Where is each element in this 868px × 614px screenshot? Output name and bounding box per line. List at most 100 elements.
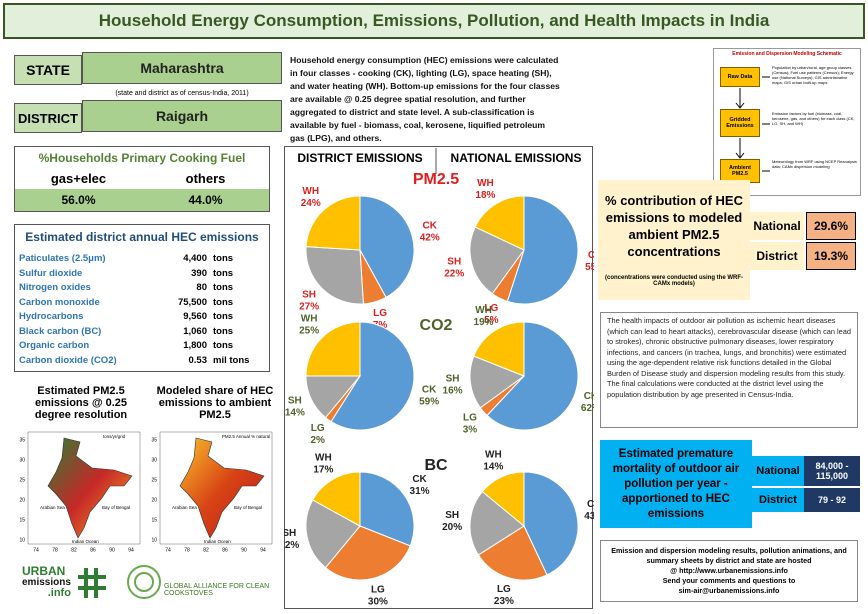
slice-category: CK — [588, 250, 594, 261]
map-x-tick: 86 — [222, 547, 228, 553]
schematic-note: Meteorology from WRF using NCEP Reanalys… — [772, 159, 857, 169]
pie-slice — [486, 321, 579, 431]
footer-line: sim-air@urbanemissions.info — [678, 586, 780, 595]
map-y-tick: 30 — [151, 457, 157, 463]
map-y-tick: 15 — [19, 517, 25, 523]
slice-label: 31% — [410, 486, 430, 497]
slice-category: LG — [463, 412, 477, 423]
schematic-note: Emission factors by fuel (biomass, coal,… — [772, 111, 855, 126]
slice-category: CK — [412, 474, 427, 485]
map-x-tick: 74 — [165, 547, 171, 553]
slice-label: 23% — [494, 596, 514, 607]
slice-category: SH — [284, 528, 296, 539]
map-unit: tons/yr/grid — [103, 434, 126, 439]
pie-slice — [305, 499, 361, 569]
pollutant: Carbon monoxide — [19, 296, 100, 308]
amount: 80 — [196, 282, 207, 293]
slice-category: SH — [446, 374, 460, 385]
district-label: DISTRICT — [14, 103, 82, 133]
pollutant: Carbon dioxide (CO2) — [19, 354, 117, 366]
emissions-table: Estimated district annual HEC emissions … — [14, 224, 270, 372]
unit: tons — [213, 282, 234, 293]
pie-slice — [305, 195, 361, 251]
pie-panel: DISTRICT EMISSIONS NATIONAL EMISSIONS PM… — [284, 146, 594, 609]
schematic-arrows — [735, 76, 770, 172]
schematic-title: Emission and Dispersion Modeling Schemat… — [732, 51, 842, 57]
row-value: 19.3% — [806, 242, 856, 270]
pie-slice — [473, 321, 525, 377]
map-x-tick: 82 — [71, 547, 77, 553]
slice-category: LG — [373, 308, 387, 319]
sea-label: Arabian Sea — [40, 505, 65, 510]
maps: 74 78 82 86 90 94 35 30 25 20 15 10 Arabian Sea Bay o… — [19, 431, 273, 553]
slice-label: 3% — [463, 424, 478, 435]
description: Household energy consumption (HEC) emiss… — [290, 55, 560, 143]
unit: tons — [213, 296, 234, 308]
unit: tons — [213, 253, 234, 264]
row-value: 79 - 92 — [804, 488, 860, 512]
slice-category: WH — [301, 314, 318, 325]
row-label: National — [752, 456, 804, 486]
slice-label: 17% — [313, 465, 333, 476]
pollutant: Paticulates (2.5μm) — [19, 253, 106, 264]
slice-category: WH — [315, 453, 332, 464]
map-y-tick: 30 — [19, 457, 25, 463]
logo-text: .info — [47, 587, 71, 599]
map-x-tick: 90 — [241, 547, 247, 553]
pie-slice — [474, 195, 525, 251]
slice-label: 14% — [285, 407, 305, 418]
slice-category: CK — [587, 499, 594, 510]
slice-label: 62% — [581, 403, 594, 414]
map-y-tick: 20 — [151, 497, 157, 503]
map-x-tick: 94 — [260, 547, 266, 553]
sea-label: Indian Ocean — [72, 539, 99, 544]
footer-line: Send your comments and questions to — [662, 576, 796, 585]
row-value: 84,000 - 115,000 — [804, 456, 860, 486]
health-text: The health impacts of outdoor air pollut… — [600, 312, 858, 428]
sea-label: Bay of Bengal — [102, 505, 130, 510]
logo-text: emissions — [22, 577, 71, 588]
slice-label: 7% — [373, 320, 388, 331]
slice-label: 19% — [474, 317, 494, 328]
pollutant: Sulfur dioxide — [19, 267, 83, 279]
logo-urban: URBAN emissions .info — [22, 565, 71, 599]
schematic-box: Raw Data — [720, 67, 760, 87]
location-note: (state and district as of census-India, … — [115, 89, 249, 97]
pie-slice — [324, 525, 411, 581]
pie-slice — [477, 525, 548, 581]
pie-slice — [481, 471, 525, 528]
contribution-title: % contribution of HEC emissions to model… — [605, 193, 743, 259]
cooking-title: %Households Primary Cooking Fuel — [38, 151, 246, 165]
map-y-tick: 10 — [19, 537, 25, 543]
map-x-tick: 78 — [184, 547, 190, 553]
schematic-note: Population by urban/rural, age group cla… — [772, 65, 854, 85]
slice-label: 14% — [483, 461, 503, 472]
unit: tons — [213, 267, 234, 279]
amount: 9,560 — [183, 311, 207, 322]
slice-label: 30% — [368, 596, 388, 607]
mortality-title: Estimated premature mortality of outdoor… — [600, 440, 752, 528]
pie-slice — [312, 471, 361, 527]
state-label: STATE — [14, 55, 82, 85]
slice-category: SH — [288, 395, 302, 406]
amount: 4,400 — [183, 253, 207, 264]
slice-category: WH — [477, 178, 494, 189]
map-y-tick: 25 — [151, 477, 157, 483]
map-x-tick: 90 — [109, 547, 115, 553]
pollutant: Hydrocarbons — [19, 311, 84, 322]
map-y-tick: 25 — [19, 477, 25, 483]
pollutant: Black carbon (BC) — [19, 325, 102, 337]
slice-category: CK — [422, 385, 437, 396]
amount: 0.53 — [188, 354, 208, 366]
pie-row-title: CO2 — [420, 317, 453, 334]
pie-slice — [305, 246, 364, 305]
sea-label: Arabian Sea — [172, 505, 197, 510]
logo-gacc — [127, 565, 161, 599]
map-x-tick: 74 — [33, 547, 39, 553]
title: Household Energy Consumption, Emissions,… — [3, 3, 865, 39]
slice-category: CK — [584, 391, 594, 402]
row-label: National — [750, 212, 804, 240]
row-label: District — [750, 242, 804, 270]
contribution: % contribution of HEC emissions to model… — [598, 180, 860, 300]
